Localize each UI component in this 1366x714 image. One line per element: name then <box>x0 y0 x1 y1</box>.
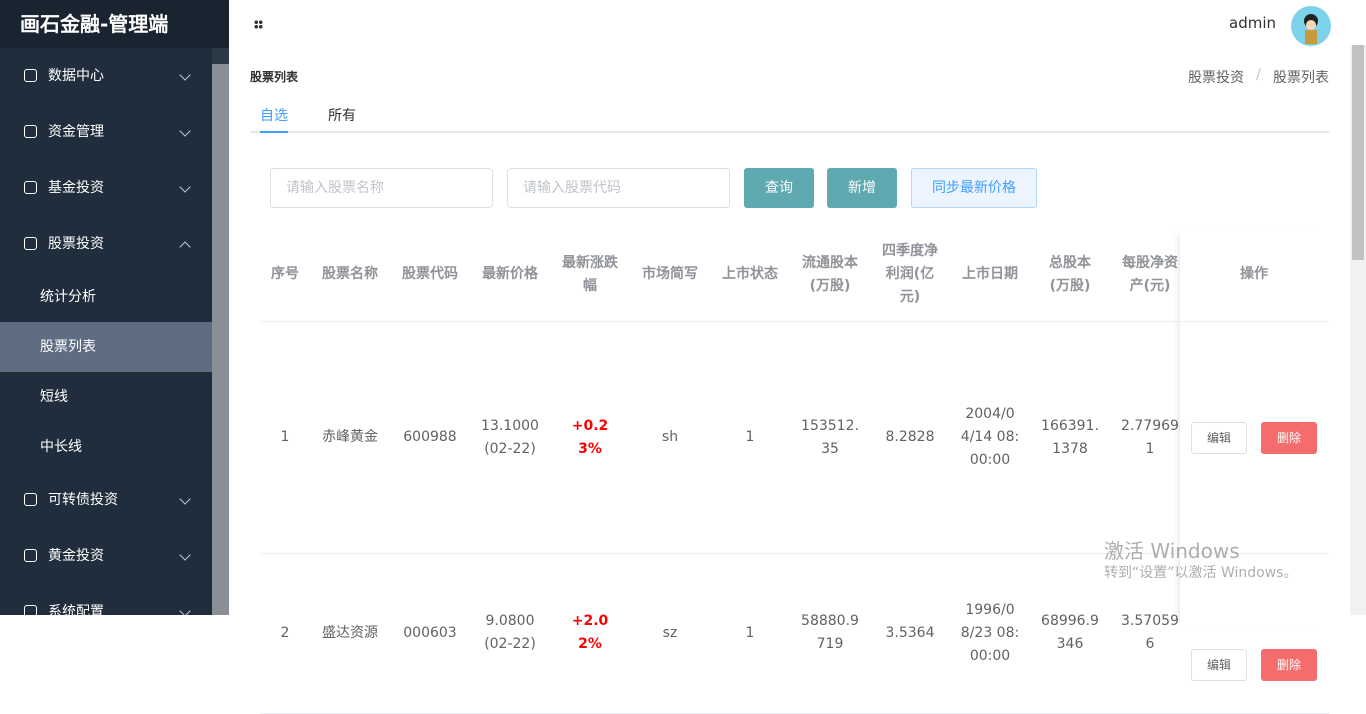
table-cell: sz <box>662 624 678 641</box>
menu-item[interactable]: 股票投资 <box>0 216 212 272</box>
watermark-subtitle: 转到“设置”以激活 Windows。 <box>1104 565 1298 581</box>
table-cell: sh <box>661 429 679 445</box>
button[interactable]: 新增 <box>827 168 897 208</box>
sidebar: 画石金融-管理端 数据中心 资金管理 基金投资 股票投资 统计分析 股票列表 短线 中长线 可转… <box>0 0 229 615</box>
search-input[interactable]: 请输入股票名称 <box>270 168 493 208</box>
menu-item[interactable]: 黄金投资 <box>0 528 212 584</box>
page-title: 股票列表 <box>250 70 299 84</box>
table-cell: 盛达资源 <box>322 624 378 641</box>
tab[interactable]: 所有 <box>328 108 356 124</box>
main-scrollbar <box>1350 45 1366 615</box>
column-header: 上市日期 <box>962 266 1018 282</box>
column-header: 市场简写 <box>642 266 698 282</box>
column-header: 总股本(万股) <box>1049 254 1091 294</box>
delete-button[interactable]: 删除 <box>1261 649 1317 681</box>
table-cell: 600988 <box>403 429 457 445</box>
table-cell: 2.779691 <box>1121 417 1179 457</box>
edit-button[interactable]: 编辑 <box>1191 421 1247 454</box>
tab-indicator <box>260 131 288 133</box>
table-cell: 1 <box>745 624 755 641</box>
column-header: 最新涨跌幅 <box>562 254 618 294</box>
table-cell: 2004/04/14 08:00:00 <box>960 406 1020 468</box>
tab-line <box>250 131 1329 133</box>
column-header: 上市状态 <box>722 266 778 282</box>
table-cell: +2.02% <box>571 613 609 652</box>
button[interactable]: 同步最新价格 <box>911 168 1037 208</box>
menu-toggle[interactable] <box>254 20 263 29</box>
content: 股票列表 股票投资 / 股票列表自选 所有请输入股票名称 请输入股票代码 查询 新增 同步最新价… <box>250 67 1329 714</box>
table-cell: 166391.1378 <box>1041 417 1099 457</box>
submenu-item[interactable]: 短线 <box>0 372 212 422</box>
breadcrumb-separator: / <box>1256 67 1261 83</box>
scroll-thumb <box>1352 45 1364 260</box>
avatar[interactable] <box>1291 6 1331 46</box>
column-header: 流通股本(万股) <box>802 254 858 294</box>
tab[interactable]: 自选 <box>260 108 288 124</box>
table-cell: 000603 <box>403 624 457 641</box>
row-divider <box>260 321 1329 322</box>
table-cell: 68996.9346 <box>1041 613 1099 652</box>
delete-button[interactable]: 删除 <box>1261 421 1317 454</box>
breadcrumb-item[interactable]: 股票投资 <box>1188 70 1244 86</box>
column-header: 四季度净利润(亿元) <box>882 243 938 305</box>
table-cell: 1 <box>745 429 755 445</box>
menu-item[interactable]: 基金投资 <box>0 160 212 216</box>
table-cell: 2 <box>280 624 290 641</box>
scroll-thumb <box>212 64 229 615</box>
table-cell: 8.2828 <box>885 429 935 445</box>
menu-item[interactable]: 数据中心 <box>0 48 212 104</box>
menu-item[interactable]: 系统配置 <box>0 584 212 615</box>
header: admin <box>229 0 1350 50</box>
table-cell: 58880.9719 <box>801 613 859 652</box>
table-cell: 13.1000(02-22) <box>481 417 539 457</box>
table-cell: 1996/08/23 08:00:00 <box>960 601 1020 664</box>
brand: 画石金融-管理端 <box>0 0 229 48</box>
column-header: 序号 <box>271 266 299 282</box>
table-cell: 1 <box>280 429 290 445</box>
breadcrumb-item: 股票列表 <box>1273 70 1329 86</box>
table-cell: 9.0800(02-22) <box>484 613 536 652</box>
column-header: 操作 <box>1240 266 1268 282</box>
table-cell: 3.5364 <box>885 624 935 641</box>
submenu-item[interactable]: 中长线 <box>0 422 212 472</box>
sidebar-scrollbar <box>212 48 229 615</box>
row-divider <box>260 553 1329 554</box>
menu-item[interactable]: 可转债投资 <box>0 472 212 528</box>
username[interactable]: admin <box>1229 14 1276 32</box>
column-header: 每股净资产(元) <box>1122 254 1178 294</box>
column-header: 最新价格 <box>482 266 538 282</box>
column-header: 股票名称 <box>322 266 378 282</box>
table-cell: 153512.35 <box>801 417 859 457</box>
submenu-item[interactable]: 股票列表 <box>0 322 212 372</box>
table-cell: 赤峰黄金 <box>322 429 378 445</box>
submenu-item[interactable]: 统计分析 <box>0 272 212 322</box>
search-input[interactable]: 请输入股票代码 <box>507 168 730 208</box>
watermark-title: 激活 Windows <box>1104 539 1240 563</box>
table-cell: +0.23% <box>571 417 609 457</box>
column-header: 股票代码 <box>402 266 458 282</box>
button[interactable]: 查询 <box>744 168 814 208</box>
edit-button[interactable]: 编辑 <box>1191 649 1247 681</box>
menu-item[interactable]: 资金管理 <box>0 104 212 160</box>
